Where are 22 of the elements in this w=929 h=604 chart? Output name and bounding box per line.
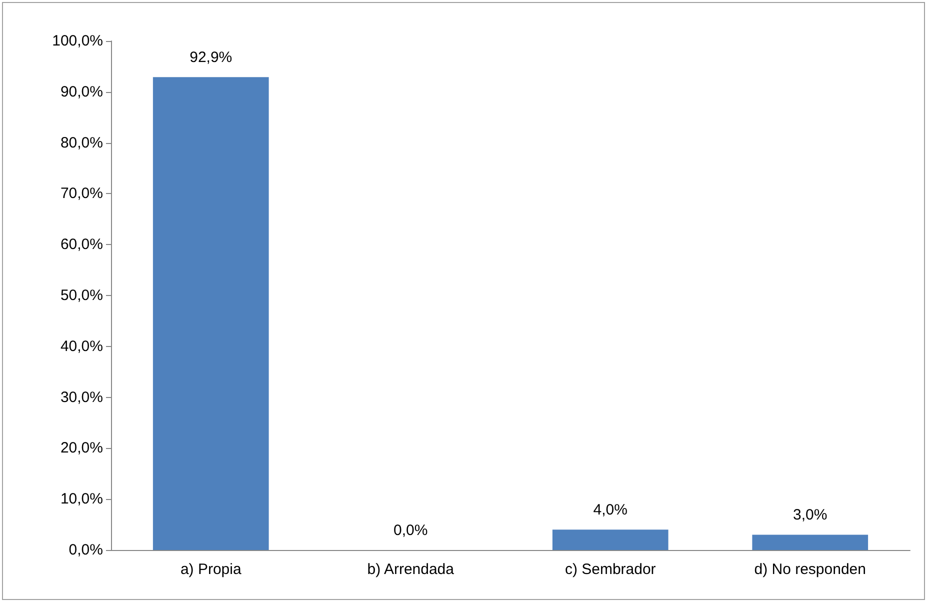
x-tick-label: c) Sembrador — [564, 561, 656, 578]
y-tick-label: 0,0% — [68, 542, 103, 558]
x-tick-label: a) Propia — [180, 561, 242, 578]
bar — [752, 534, 868, 550]
x-tick-label: d) No responden — [754, 561, 866, 578]
y-tick-label: 10,0% — [60, 490, 103, 508]
x-tick-label: b) Arrendada — [367, 561, 455, 578]
y-tick-label: 50,0% — [60, 287, 103, 304]
data-label: 4,0% — [593, 502, 628, 519]
y-tick-label: 20,0% — [60, 440, 103, 457]
y-tick-label: 40,0% — [60, 338, 103, 355]
y-tick-label: 100,0% — [52, 32, 103, 50]
y-tick-label: 90,0% — [60, 83, 103, 100]
bar — [152, 77, 269, 550]
y-tick-label: 70,0% — [60, 185, 103, 202]
y-tick-label: 60,0% — [60, 236, 103, 254]
data-label: 3,0% — [793, 506, 828, 524]
y-tick-label: 30,0% — [60, 388, 103, 406]
bar — [552, 530, 668, 550]
data-label: 92,9% — [190, 49, 232, 66]
y-tick-label: 80,0% — [60, 134, 103, 152]
data-label: 0,0% — [394, 522, 428, 539]
